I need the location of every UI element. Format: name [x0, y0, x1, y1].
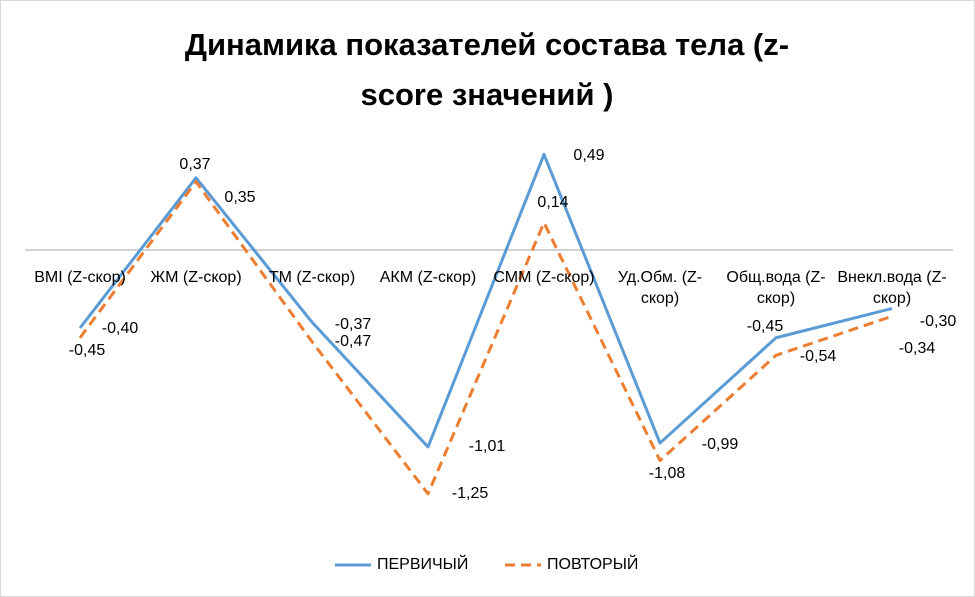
series-line [78, 152, 893, 449]
data-label: -0,40 [102, 320, 139, 337]
x-tick-label: СММ (Z-скор) [493, 269, 595, 286]
data-label: -0,99 [702, 436, 739, 453]
data-label: 0,37 [179, 156, 210, 173]
x-tick-label: Уд.Обм. (Z-скор) [617, 269, 703, 307]
data-label: -1,08 [649, 465, 686, 482]
x-tick-label: ЖМ (Z-скор) [150, 269, 242, 286]
chart-title: Динамика показателей состава тела (z-sco… [184, 27, 790, 112]
data-label: -0,34 [899, 340, 936, 357]
data-label: -1,01 [469, 438, 506, 455]
x-tick-label: BMI (Z-скор) [34, 269, 126, 286]
data-label: 0,49 [573, 147, 604, 164]
data-label: 0,35 [224, 189, 255, 206]
x-tick-label: ТМ (Z-скор) [268, 269, 356, 286]
legend-label: ПЕРВИЧЫЙ [377, 554, 468, 573]
data-label: -0,37 [335, 316, 372, 333]
x-tick-label: Внекл.вода (Z-скор) [837, 269, 947, 307]
data-label: -0,45 [69, 342, 106, 359]
data-label: -0,54 [800, 348, 837, 365]
x-tick-label: АКМ (Z-скор) [379, 269, 477, 286]
series-line [78, 180, 893, 496]
x-tick-label: Общ.вода (Z-скор) [726, 269, 826, 307]
data-label: 0,14 [537, 194, 568, 211]
data-label: -0,47 [335, 333, 372, 350]
data-label: -0,45 [747, 318, 784, 335]
data-label: -1,25 [452, 485, 489, 502]
legend-label: ПОВТОРЫЙ [547, 554, 638, 573]
data-label: -0,30 [920, 313, 957, 330]
